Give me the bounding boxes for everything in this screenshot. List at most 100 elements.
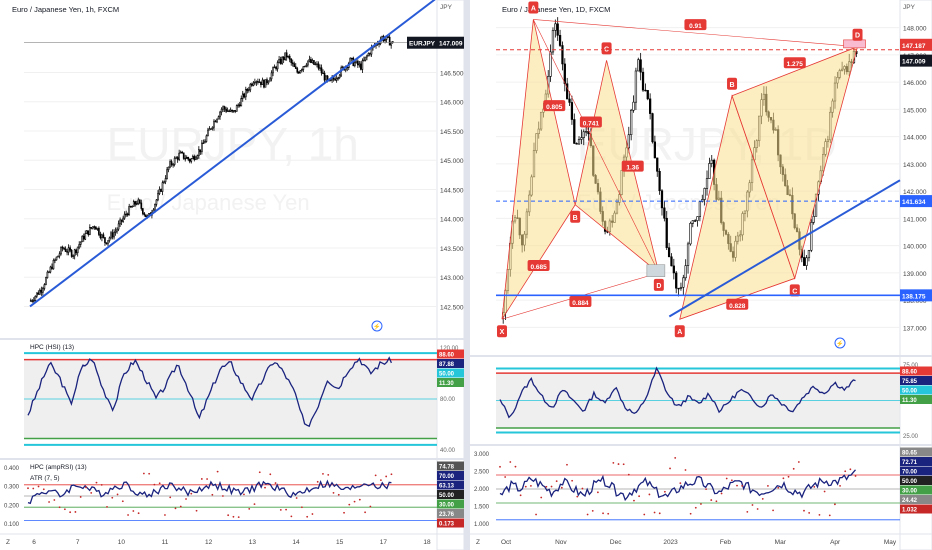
ratio-badge-label: 1.36 [626,165,639,172]
candle-body [98,227,100,235]
harmonic-point-a[interactable] [674,325,685,338]
y-tick-label: 137.000 [903,325,927,332]
candle-body [155,199,158,205]
harmonic-point-c[interactable] [789,284,800,297]
candle-body [238,104,241,107]
chart-hourly[interactable]: 142.500 143.000 143.500 144.000 144.500 145.0… [0,0,465,550]
candle-body [332,77,335,80]
harmonic-point-d[interactable] [653,278,664,291]
candle-body [378,43,380,45]
candle-body [311,60,314,63]
atr-dot [179,505,182,508]
candle-body [107,240,109,245]
candle-body [322,72,324,75]
lightning-icon[interactable] [371,320,383,332]
candle-body [188,159,191,162]
candle-body [198,149,200,157]
level-tag [437,359,464,368]
atr-dot [169,496,172,499]
harmonic-point-c[interactable] [601,42,612,55]
price-tag-label: 141.634 [902,199,926,206]
y-tick-label: 0.200 [4,503,20,509]
trendline[interactable] [29,0,436,308]
lightning-glyph: ⚡ [836,340,843,348]
candle-body [653,141,657,159]
atr-dot [111,496,114,499]
candle-body [279,58,282,64]
y-tick-label: 140.000 [903,244,927,251]
atr-dot [285,508,287,511]
candle-body [208,128,211,131]
atr-dot [127,514,129,516]
panel-name: HPC (HSI) (13) [30,344,74,351]
atr-dot [53,499,56,501]
level-tag [900,476,932,485]
ratio-badge-label: 1.275 [787,61,804,68]
y-tick-label: 80.00 [440,397,456,403]
candle-body [276,62,279,70]
x-tick-label: 10 [118,539,126,546]
harmonic-point-x[interactable] [497,325,507,338]
candle-body [317,63,320,69]
candle-body [110,232,112,239]
atr-dot [540,496,543,499]
atr-dot [545,485,548,488]
atr-dot [174,507,177,510]
harmonic-point-b[interactable] [570,210,581,223]
candle-body [568,98,571,103]
atr-dot [586,513,589,516]
atr-dot [164,514,166,516]
atr-dot [327,473,330,476]
candle-body [122,217,124,222]
candle-body [291,62,294,65]
price-tag-label: 147.187 [902,43,926,50]
harmonic-point-label: C [604,46,609,53]
atr-dot [211,493,214,496]
atr-dot [74,511,77,513]
candle-body [40,289,43,293]
harmonic-point-b[interactable] [727,77,738,90]
chart-daily[interactable]: 137.000 138.000 139.000 140.000 141.000 142.0… [470,0,932,550]
atr-dot [85,486,87,489]
candle-body [369,53,371,55]
trendline[interactable] [668,179,901,318]
candle-body [76,246,79,254]
level-tag-label: 70.00 [439,474,455,480]
atr-dot [337,493,340,496]
candle-body [307,60,309,66]
atr-dot [106,505,108,508]
atr-dot [617,463,620,465]
atr-dot [782,477,785,480]
y-tick-label: 1.000 [474,522,490,528]
y-tick-label: 148.000 [903,26,927,33]
candle-body [703,188,706,200]
harmonic-point-a[interactable] [528,1,539,14]
candle-body [172,164,174,166]
harmonic-point-d[interactable] [852,28,863,41]
atr-dot [322,472,324,475]
candle-body [37,292,40,295]
symbol-tag [407,36,437,49]
candle-body [123,213,126,219]
candle-body [667,247,671,258]
candle-body [234,110,237,112]
candle-body [157,193,159,201]
chart-title: Euro / Japanese Yen, 1D, FXCM [502,5,610,14]
candle-body [254,82,256,84]
atr-dot [777,486,780,489]
atr-dot [42,488,45,491]
lightning-icon[interactable] [834,337,846,349]
candle-body [85,230,88,234]
atr-dot [132,510,135,512]
x-tick-label: Apr [830,539,841,546]
candle-body [42,288,44,293]
atr-dot [576,495,579,498]
level-tag [900,457,932,466]
candle-body [119,219,121,225]
candle-body [72,255,74,257]
level-tag [900,447,932,457]
atr-dot [279,509,282,511]
candle-body [551,30,555,53]
atr-dot [519,494,522,497]
